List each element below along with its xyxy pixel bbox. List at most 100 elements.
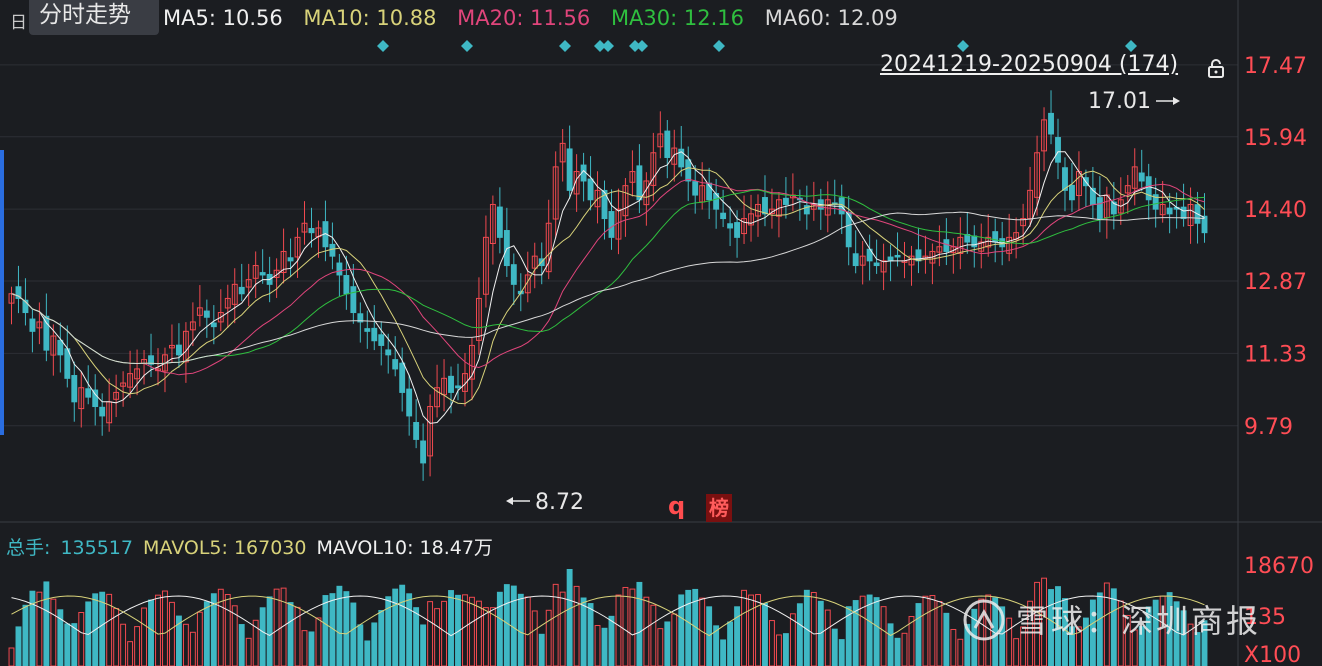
volume-bar xyxy=(29,590,36,666)
volume-bar xyxy=(371,622,378,666)
volume-bar xyxy=(134,626,141,666)
candle-body xyxy=(120,382,127,387)
candle-body xyxy=(657,133,664,148)
volume-bar xyxy=(636,581,643,666)
candle-body xyxy=(238,286,245,295)
volume-bar xyxy=(1082,617,1089,666)
volume-bar xyxy=(155,594,161,666)
volume-bar xyxy=(887,623,894,666)
candle-body xyxy=(308,228,315,234)
ma30-label: MA30: 12.16 xyxy=(610,6,745,30)
volume-bar xyxy=(622,586,629,666)
volume-bar xyxy=(594,625,601,666)
candle-body xyxy=(343,275,350,295)
candle-body xyxy=(748,213,754,226)
volume-bar xyxy=(671,613,678,666)
candle-body xyxy=(1069,184,1075,201)
volume-bar xyxy=(273,588,280,666)
total-volume-value: 135517 xyxy=(60,537,133,559)
lock-icon[interactable] xyxy=(1206,58,1226,78)
candle-body xyxy=(29,318,36,332)
volume-bar xyxy=(245,637,252,666)
candle-body xyxy=(78,387,85,410)
candle-body xyxy=(455,385,461,389)
volume-bar xyxy=(308,631,315,666)
candle-body xyxy=(1062,167,1068,191)
volume-bar xyxy=(64,623,71,666)
candle-body xyxy=(762,197,768,215)
volume-bar xyxy=(1096,592,1103,666)
volume-bar xyxy=(929,595,936,666)
candle-body xyxy=(587,178,594,201)
ma30-line xyxy=(11,189,1205,365)
candle-body xyxy=(1138,172,1145,182)
candle-body xyxy=(217,312,224,323)
low-annotation: 8.72 xyxy=(535,490,584,515)
candle-body xyxy=(489,203,496,245)
price-tick-label: 12.87 xyxy=(1244,270,1307,295)
volume-bar xyxy=(99,591,106,666)
volume-bar xyxy=(36,591,43,666)
volume-bar xyxy=(531,610,538,666)
candle-body xyxy=(252,265,259,279)
candle-body xyxy=(678,148,685,168)
candle-body xyxy=(880,260,887,273)
volume-bar xyxy=(957,638,964,666)
candle-body xyxy=(406,388,413,417)
volume-bar xyxy=(357,624,364,666)
candle-body xyxy=(210,322,217,328)
candle-body xyxy=(1145,176,1152,201)
price-tick-label: 17.47 xyxy=(1244,54,1307,79)
candle-body xyxy=(803,205,810,215)
candle-body xyxy=(573,171,580,195)
candle-body xyxy=(99,406,106,417)
ma20-label: MA20: 11.56 xyxy=(457,6,591,30)
candle-body xyxy=(15,286,22,299)
volume-bar xyxy=(538,633,545,666)
candle-body xyxy=(175,344,182,356)
watermark: 雪球：深圳商报 xyxy=(1016,602,1262,640)
total-volume-label: 总手: xyxy=(6,537,51,559)
volume-bar xyxy=(50,598,57,666)
event-marker-icon xyxy=(377,40,389,52)
intraday-trend-tab[interactable]: 分时走势 xyxy=(29,0,159,35)
volume-bar xyxy=(441,600,447,666)
ranking-badge-icon[interactable]: 榜 xyxy=(706,494,732,522)
volume-bar xyxy=(775,634,782,666)
event-marker-icon xyxy=(594,40,606,52)
candle-body xyxy=(92,389,99,408)
q-icon[interactable]: q xyxy=(668,492,686,520)
price-tick-label: 15.94 xyxy=(1244,126,1307,151)
candle-body xyxy=(196,307,203,316)
range-label[interactable]: 20241219-20250904 (174) xyxy=(880,52,1179,77)
candle-body xyxy=(608,211,615,238)
volume-bar xyxy=(964,623,971,666)
volume-bar xyxy=(482,607,489,666)
volume-bar xyxy=(399,584,406,666)
candle-body xyxy=(594,189,601,208)
volume-bar xyxy=(936,600,943,666)
volume-bar xyxy=(880,606,887,666)
candle-body xyxy=(741,218,747,235)
volume-bar xyxy=(1013,638,1020,666)
candle-body xyxy=(727,223,734,229)
candle-body xyxy=(1166,207,1173,215)
volume-bar xyxy=(217,588,224,666)
candle-body xyxy=(1041,119,1047,152)
volume-bar xyxy=(71,623,78,666)
candle-body xyxy=(559,142,566,163)
volume-bar xyxy=(8,647,15,666)
candle-body xyxy=(469,344,475,380)
candle-body xyxy=(448,375,454,393)
candle-body xyxy=(427,406,434,457)
candle-body xyxy=(552,166,559,220)
volume-bar xyxy=(231,605,238,666)
volume-bar xyxy=(1145,606,1152,666)
volume-bar xyxy=(727,621,734,666)
candle-body xyxy=(650,152,657,186)
volume-bar xyxy=(922,595,929,666)
ma60-line xyxy=(11,211,1205,365)
candle-body xyxy=(671,147,678,165)
candle-body xyxy=(510,264,517,285)
